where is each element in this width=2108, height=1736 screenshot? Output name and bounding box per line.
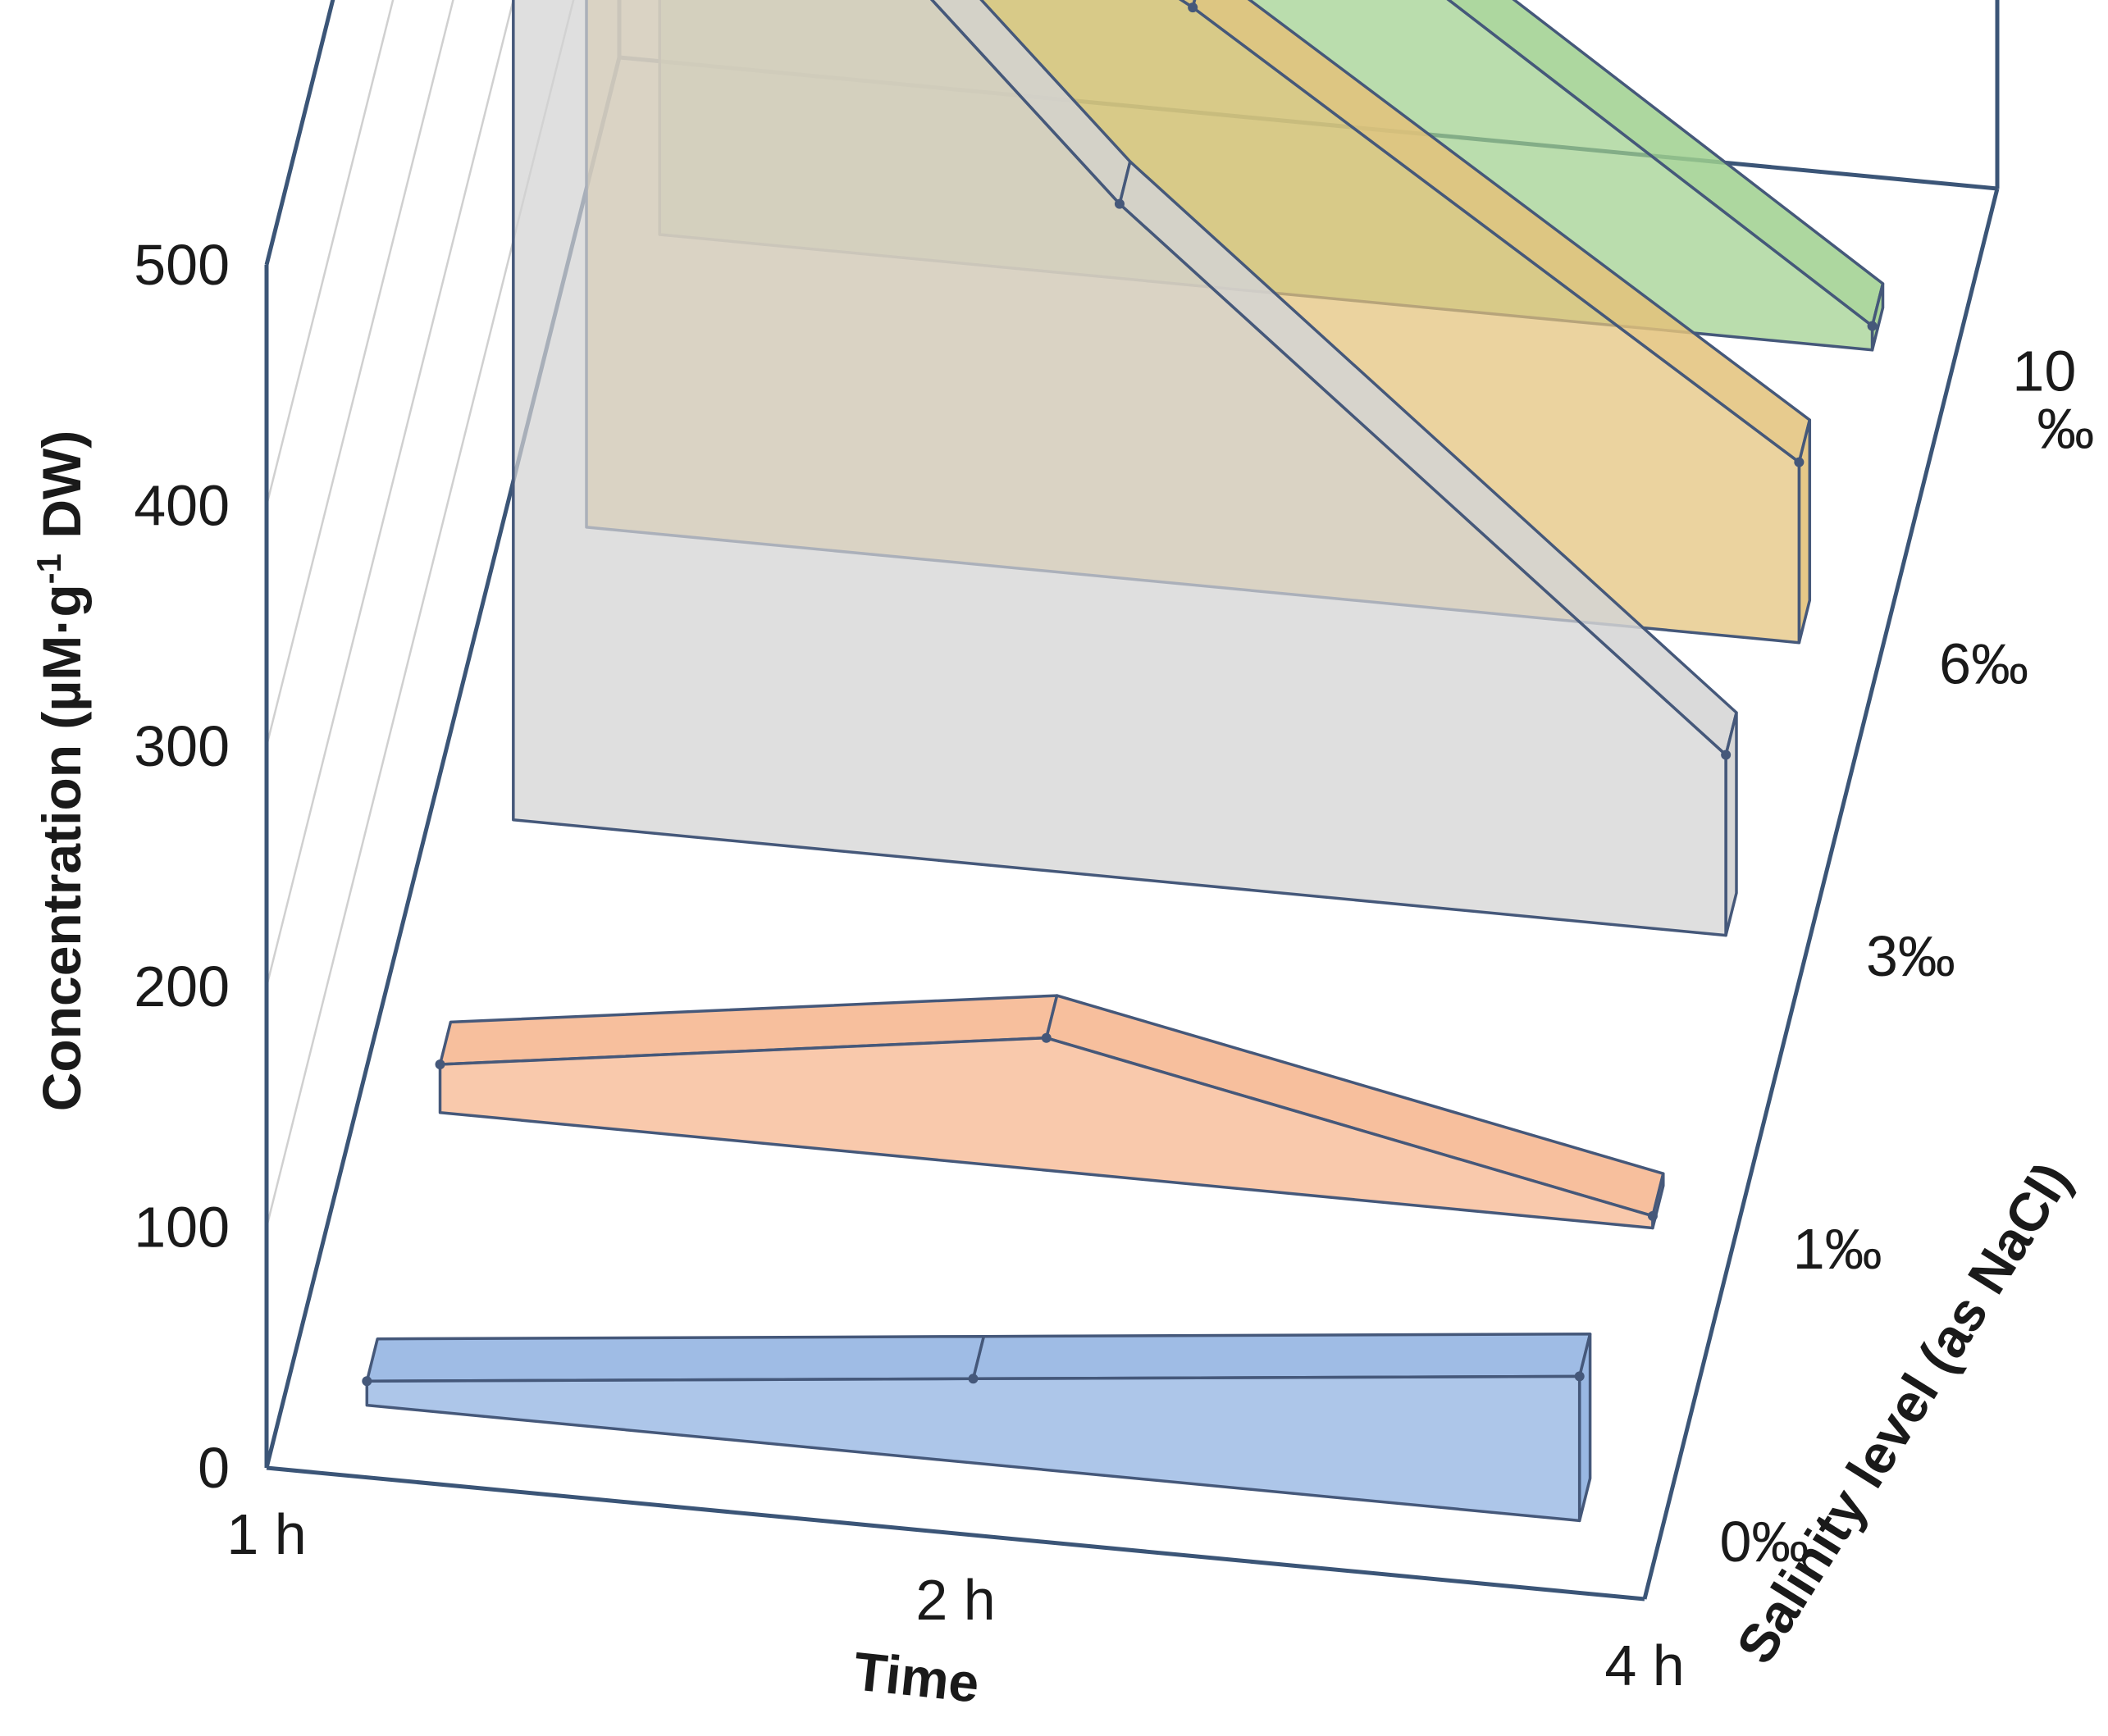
y-tick-label: 500 [134,233,230,297]
frame-edge [264,0,335,266]
ribbon-end-cap [1797,418,1812,645]
y-axis-title: Concentration (µM·g-1 DW) [30,431,92,1112]
data-point [1721,750,1732,760]
series-ribbon-2 [512,0,1738,937]
frame-edge [1642,188,2000,1600]
ribbon-face [512,0,1727,937]
depth-tick-label: 0‰ [1720,1510,1809,1574]
gridline [265,0,575,1228]
depth-tick-label: 6‰ [1939,631,2028,695]
y-tick-label: 100 [134,1196,230,1260]
ribbon-face [365,1374,1581,1523]
data-point [1647,1210,1658,1221]
depth-axis-title: Salinity level (as NaCl) [1725,1152,2083,1674]
y-tick-label: 0 [198,1436,230,1500]
ribbon-face [438,1036,1654,1230]
series-group [362,0,1885,1523]
data-point [435,1059,445,1070]
gridline [265,0,395,506]
data-point [1114,198,1125,209]
x-tick-label: 4 h [1604,1633,1684,1697]
y-tick-labels: 0 100 200 300 400 500 [134,233,230,1500]
data-point [362,1376,372,1387]
y-tick-label: 400 [134,473,230,537]
data-point [1041,1032,1052,1043]
data-point [1188,2,1198,13]
data-point [1574,1371,1585,1382]
depth-tick-label: 10 ‰ [2012,339,2094,460]
ribbon-top [971,1333,1592,1381]
depth-tick-label: 1‰ [1793,1217,1882,1281]
x-tick-label: 2 h [915,1568,995,1632]
data-point [1794,457,1805,467]
x-tick-labels: 1 h 2 h 4 h [226,1502,1684,1697]
depth-tick-labels: 0‰ 1‰ 3‰ 6‰ 10 ‰ [1720,339,2095,1574]
gridlines [265,0,575,1228]
y-tick-label: 200 [134,955,230,1018]
y-tick-label: 300 [134,714,230,778]
ribbon-end-cap [1724,711,1738,937]
series-ribbon-1 [435,994,1665,1230]
gridline [265,0,454,747]
data-point [1867,321,1878,331]
frame-edge [266,1465,1645,1602]
series-ribbon-0 [362,1333,1592,1523]
ribbon-top [365,1334,986,1383]
depth-tick-label: 3‰ [1866,924,1955,988]
data-point [968,1374,979,1384]
x-axis-title: Time [851,1640,983,1714]
x-tick-label: 1 h [226,1502,306,1566]
gridline [265,0,515,987]
